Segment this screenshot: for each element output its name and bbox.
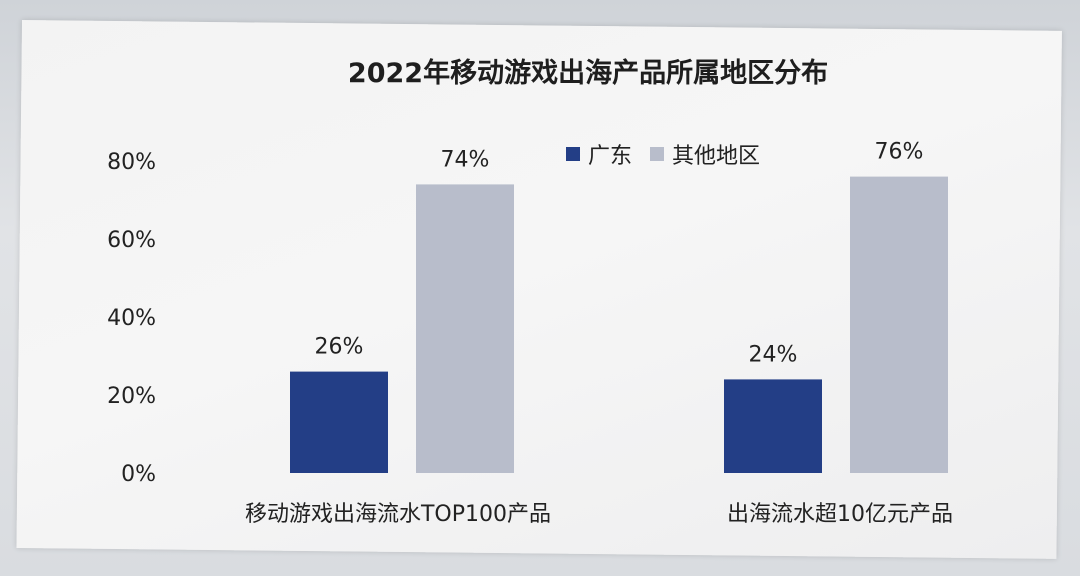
data-label-other-1: 74% [441, 147, 490, 172]
y-tick-label: 40% [107, 306, 156, 331]
legend-swatch-guangdong [566, 147, 580, 161]
bars: 26% 74% 24% 76% [290, 140, 948, 473]
data-label-other-2: 76% [875, 140, 924, 165]
bar-other-1 [416, 184, 514, 473]
legend: 广东 其他地区 [566, 144, 760, 169]
data-label-guangdong-1: 26% [315, 335, 364, 360]
data-label-guangdong-2: 24% [749, 342, 798, 367]
chart-title: 2022年移动游戏出海产品所属地区分布 [348, 57, 828, 89]
legend-label-other: 其他地区 [672, 144, 760, 169]
legend-label-guangdong: 广东 [588, 144, 632, 169]
x-category-label: 出海流水超10亿元产品 [727, 502, 953, 527]
y-tick-label: 60% [107, 228, 156, 253]
legend-swatch-other [650, 147, 664, 161]
x-axis: 移动游戏出海流水TOP100产品 出海流水超10亿元产品 [245, 502, 953, 527]
y-axis: 0% 20% 40% 60% 80% [107, 150, 156, 487]
x-category-label: 移动游戏出海流水TOP100产品 [245, 502, 551, 527]
y-tick-label: 80% [107, 150, 156, 175]
bar-guangdong-2 [724, 379, 822, 473]
y-tick-label: 20% [107, 384, 156, 409]
y-tick-label: 0% [121, 462, 156, 487]
bar-guangdong-1 [290, 371, 388, 473]
bar-other-2 [850, 176, 948, 473]
